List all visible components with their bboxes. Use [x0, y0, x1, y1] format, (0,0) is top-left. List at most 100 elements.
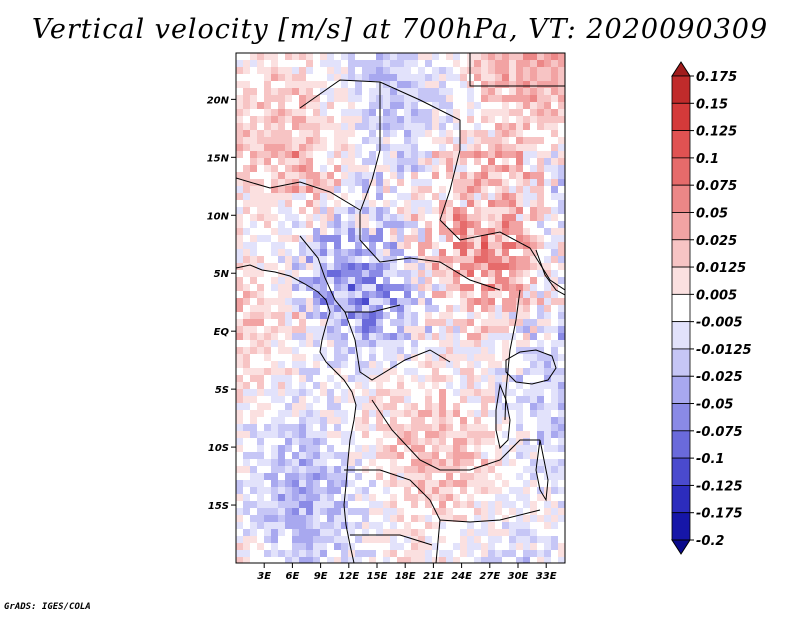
- field-cell: [551, 326, 558, 333]
- field-cell: [481, 130, 488, 137]
- field-cell: [551, 60, 558, 67]
- field-cell: [285, 494, 292, 501]
- field-cell: [334, 130, 341, 137]
- field-cell: [411, 221, 418, 228]
- field-cell: [299, 557, 306, 563]
- field-cell: [558, 235, 565, 242]
- field-cell: [460, 158, 467, 165]
- field-cell: [467, 487, 474, 494]
- field-cell: [404, 347, 411, 354]
- field-cell: [327, 445, 334, 452]
- field-cell: [292, 305, 299, 312]
- field-cell: [250, 116, 257, 123]
- field-cell: [488, 74, 495, 81]
- field-cell: [397, 235, 404, 242]
- field-cell: [243, 137, 250, 144]
- field-cell: [383, 501, 390, 508]
- field-cell: [418, 214, 425, 221]
- field-cell: [439, 60, 446, 67]
- field-cell: [334, 501, 341, 508]
- field-cell: [551, 165, 558, 172]
- field-cell: [439, 242, 446, 249]
- field-cell: [306, 410, 313, 417]
- field-cell: [404, 550, 411, 557]
- field-cell: [376, 417, 383, 424]
- field-cell: [453, 67, 460, 74]
- field-cell: [516, 501, 523, 508]
- field-cell: [537, 347, 544, 354]
- field-cell: [453, 424, 460, 431]
- field-cell: [446, 473, 453, 480]
- field-cell: [411, 60, 418, 67]
- field-cell: [334, 249, 341, 256]
- field-cell: [327, 109, 334, 116]
- field-cell: [292, 529, 299, 536]
- field-cell: [537, 403, 544, 410]
- field-cell: [397, 459, 404, 466]
- field-cell: [285, 179, 292, 186]
- field-cell: [481, 347, 488, 354]
- field-cell: [509, 326, 516, 333]
- field-cell: [383, 74, 390, 81]
- field-cell: [544, 305, 551, 312]
- field-cell: [425, 438, 432, 445]
- field-cell: [369, 221, 376, 228]
- field-cell: [348, 333, 355, 340]
- field-cell: [257, 165, 264, 172]
- field-cell: [320, 340, 327, 347]
- field-cell: [334, 319, 341, 326]
- field-cell: [390, 284, 397, 291]
- field-cell: [460, 340, 467, 347]
- field-cell: [551, 487, 558, 494]
- field-cell: [285, 543, 292, 550]
- field-cell: [369, 459, 376, 466]
- x-tick-label: 30E: [508, 571, 529, 582]
- field-cell: [530, 158, 537, 165]
- field-cell: [320, 410, 327, 417]
- field-cell: [271, 347, 278, 354]
- field-cell: [453, 53, 460, 60]
- field-cell: [243, 445, 250, 452]
- field-cell: [537, 291, 544, 298]
- field-cell: [425, 277, 432, 284]
- field-cell: [446, 123, 453, 130]
- field-cell: [383, 445, 390, 452]
- field-cell: [264, 529, 271, 536]
- field-cell: [453, 256, 460, 263]
- field-cell: [404, 424, 411, 431]
- field-cell: [397, 396, 404, 403]
- field-cell: [488, 424, 495, 431]
- field-cell: [439, 88, 446, 95]
- field-cell: [544, 81, 551, 88]
- field-cell: [362, 256, 369, 263]
- field-cell: [495, 74, 502, 81]
- field-cell: [558, 249, 565, 256]
- field-cell: [446, 494, 453, 501]
- field-cell: [348, 557, 355, 563]
- field-cell: [558, 263, 565, 270]
- field-cell: [320, 389, 327, 396]
- field-cell: [453, 81, 460, 88]
- field-cell: [537, 200, 544, 207]
- map-boundaries: [236, 53, 565, 563]
- field-cell: [474, 186, 481, 193]
- field-cell: [341, 193, 348, 200]
- field-cell: [467, 536, 474, 543]
- field-cell: [278, 508, 285, 515]
- field-cell: [257, 95, 264, 102]
- field-cell: [243, 200, 250, 207]
- field-cell: [355, 508, 362, 515]
- field-cell: [432, 529, 439, 536]
- field-cell: [243, 424, 250, 431]
- field-cell: [355, 270, 362, 277]
- field-cell: [495, 494, 502, 501]
- field-cell: [460, 361, 467, 368]
- field-cell: [271, 102, 278, 109]
- field-cell: [369, 473, 376, 480]
- field-cell: [376, 179, 383, 186]
- field-cell: [474, 81, 481, 88]
- field-cell: [544, 452, 551, 459]
- field-cell: [446, 445, 453, 452]
- field-cell: [306, 235, 313, 242]
- field-cell: [481, 340, 488, 347]
